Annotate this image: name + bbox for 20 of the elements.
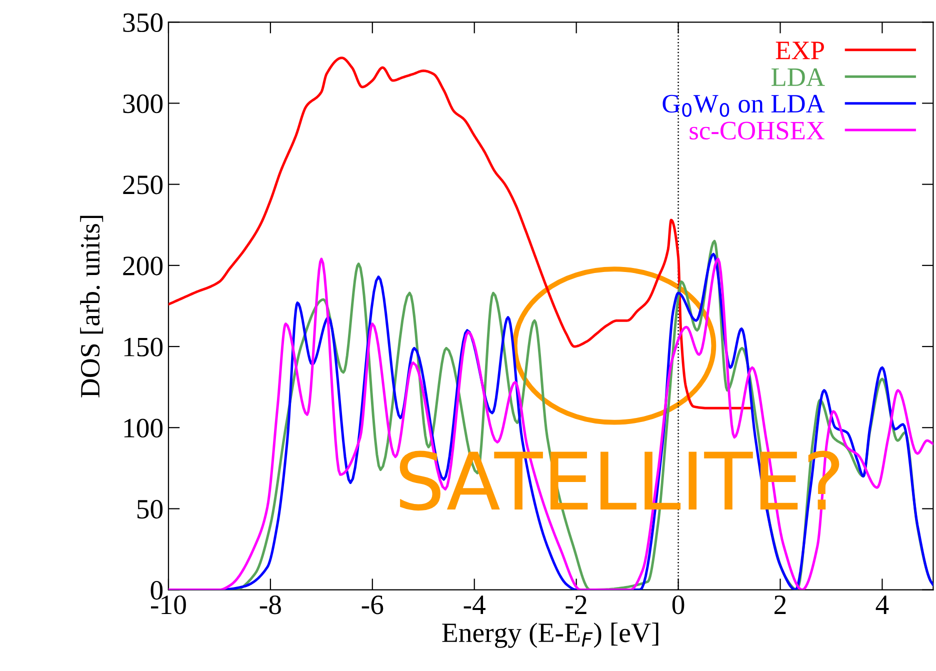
legend-label: G$_{0}$W$_{0}$ on LDA	[662, 94, 825, 117]
x-tick-label: 0	[672, 595, 684, 614]
x-tick-label: -2	[566, 596, 586, 614]
y-tick-label: 150	[124, 338, 163, 356]
x-tick-label: -6	[362, 596, 384, 614]
y-axis-title: DOS [arb. units]	[80, 216, 104, 398]
x-tick-label: -4	[464, 596, 486, 614]
legend-label: EXP	[776, 42, 824, 60]
y-tick-label: 300	[123, 94, 163, 114]
x-tick-label: 4	[876, 596, 889, 614]
y-tick-label: 50	[137, 500, 163, 519]
x-tick-label: 2	[774, 596, 786, 614]
y-tick-label: 350	[123, 13, 163, 32]
legend-label: sc-COHSEX	[690, 122, 825, 140]
x-tick-label: -8	[260, 595, 281, 614]
y-tick-label: 250	[123, 176, 163, 194]
y-tick-label: 200	[123, 256, 163, 276]
x-axis-title: Energy (E-E$_{F}$) [eV]	[442, 622, 658, 648]
legend-label: LDA	[772, 68, 825, 86]
y-tick-label: 100	[124, 418, 163, 438]
